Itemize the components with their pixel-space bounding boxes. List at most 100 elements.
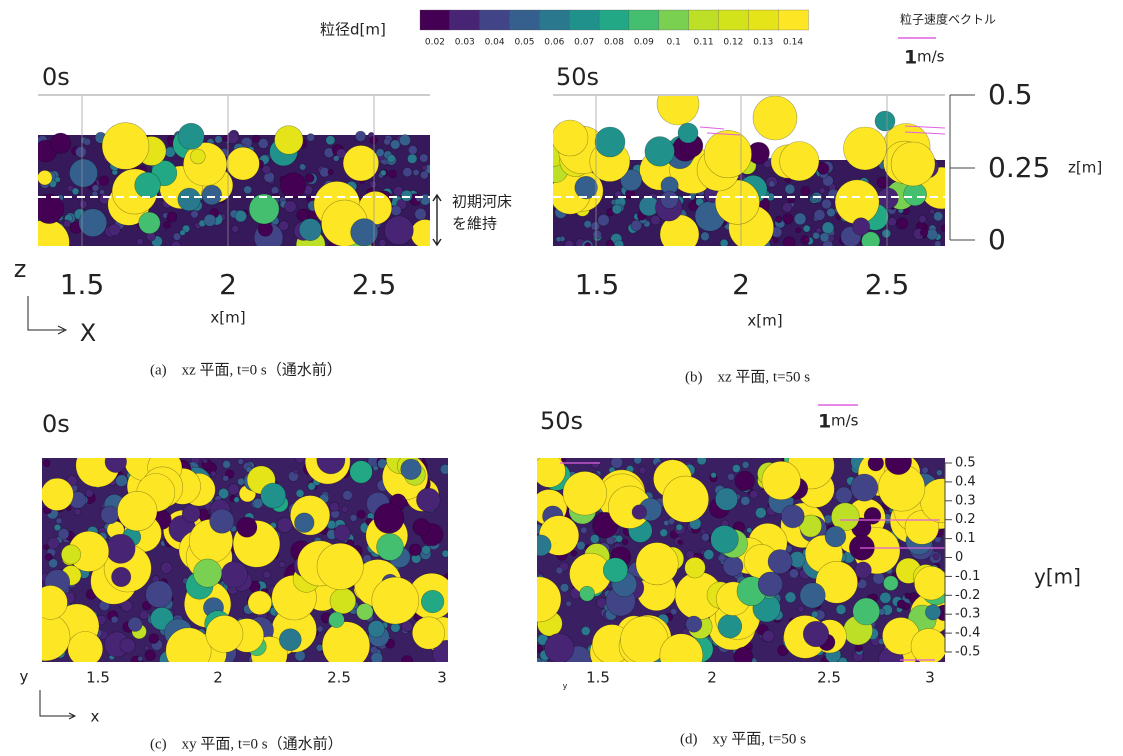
particle	[69, 159, 97, 187]
particle	[785, 592, 796, 603]
particle	[43, 460, 50, 467]
particle	[704, 550, 714, 560]
particle	[116, 475, 128, 487]
particle	[581, 627, 590, 636]
y-tick-label: -0.4	[955, 626, 980, 641]
axis-y: y	[563, 682, 568, 691]
particle	[888, 217, 897, 226]
particle	[822, 199, 832, 209]
particle	[801, 186, 810, 195]
particle	[897, 218, 908, 229]
particle	[678, 540, 683, 545]
colorbar-tick-label: 0.12	[723, 38, 743, 48]
particle	[718, 555, 725, 562]
particle	[762, 461, 801, 500]
particle	[422, 546, 431, 555]
particle	[676, 524, 683, 531]
particle	[111, 616, 118, 623]
particle	[223, 461, 231, 469]
particle	[401, 656, 413, 668]
particle	[819, 188, 825, 194]
particle	[45, 553, 52, 560]
particle	[227, 147, 260, 180]
y-tick-label: -0.2	[955, 588, 980, 603]
particle	[85, 489, 93, 497]
caption: (d) xy 平面, t=50 s	[680, 731, 806, 747]
y-tick-label: 0.2	[955, 512, 976, 527]
particle	[789, 569, 798, 578]
z-axis	[950, 95, 975, 240]
particle	[48, 538, 60, 550]
particle	[801, 236, 810, 245]
particle	[299, 164, 305, 170]
vector-title: 粒子速度ベクトル	[900, 12, 996, 27]
colorbar-tick-label: 0.07	[574, 38, 594, 48]
particle	[167, 212, 177, 222]
particle	[880, 592, 891, 603]
particle	[875, 111, 895, 131]
particle	[390, 140, 400, 150]
y-tick-label: -0.5	[955, 645, 980, 660]
particle	[701, 533, 709, 541]
particle	[79, 200, 87, 208]
caption: (a) xz 平面, t=0 s（通水前）	[150, 361, 342, 378]
y-tick-label: 0.1	[955, 531, 976, 546]
x-tick-label: 3	[925, 669, 935, 687]
particle	[533, 455, 565, 487]
x-tick-label: 2.5	[817, 669, 841, 687]
particle	[355, 131, 365, 141]
colorbar-swatch	[748, 10, 778, 30]
particle	[63, 220, 70, 227]
particle	[161, 562, 172, 573]
particle	[794, 213, 806, 225]
particle	[38, 170, 53, 185]
particle	[72, 188, 79, 195]
particle	[211, 471, 217, 477]
colorbar-swatch	[510, 10, 540, 30]
particle	[373, 465, 378, 470]
particle	[657, 83, 699, 125]
particle	[565, 240, 574, 249]
particle	[732, 465, 740, 473]
particle	[284, 201, 296, 213]
particle	[238, 459, 244, 465]
axis-indicator	[28, 296, 66, 334]
particle	[825, 526, 846, 547]
particle	[326, 136, 335, 145]
particle	[330, 502, 339, 511]
particle	[415, 208, 427, 220]
y-tick-label: 0.3	[955, 493, 976, 508]
particle	[56, 518, 62, 524]
particle	[734, 647, 753, 666]
particle	[34, 194, 64, 224]
particle	[742, 461, 749, 468]
particle	[166, 628, 211, 673]
particle	[172, 241, 181, 250]
colorbar-swatch	[689, 10, 719, 30]
particle	[852, 218, 869, 235]
particle	[44, 545, 49, 550]
particle	[868, 455, 884, 471]
particle	[350, 515, 357, 522]
particle	[615, 240, 624, 249]
annotation: を維持	[452, 215, 497, 233]
figure: 粒径d[m] 0.020.030.040.050.060.070.080.090…	[0, 0, 1123, 756]
z-label: z[m]	[1068, 159, 1102, 177]
particles-d	[516, 442, 964, 677]
particle	[305, 174, 314, 183]
x-tick-label: 1.5	[575, 268, 620, 301]
particle	[139, 611, 148, 620]
particle	[723, 556, 743, 576]
particle	[411, 220, 439, 248]
particle	[357, 604, 374, 621]
particle	[785, 184, 795, 194]
particle	[855, 644, 863, 652]
colorbar-tick-label: 0.13	[753, 38, 773, 48]
particle	[92, 191, 98, 197]
particle	[660, 529, 668, 537]
particle	[803, 225, 810, 232]
particle	[422, 165, 427, 170]
particle	[798, 606, 804, 612]
particle	[636, 543, 678, 585]
